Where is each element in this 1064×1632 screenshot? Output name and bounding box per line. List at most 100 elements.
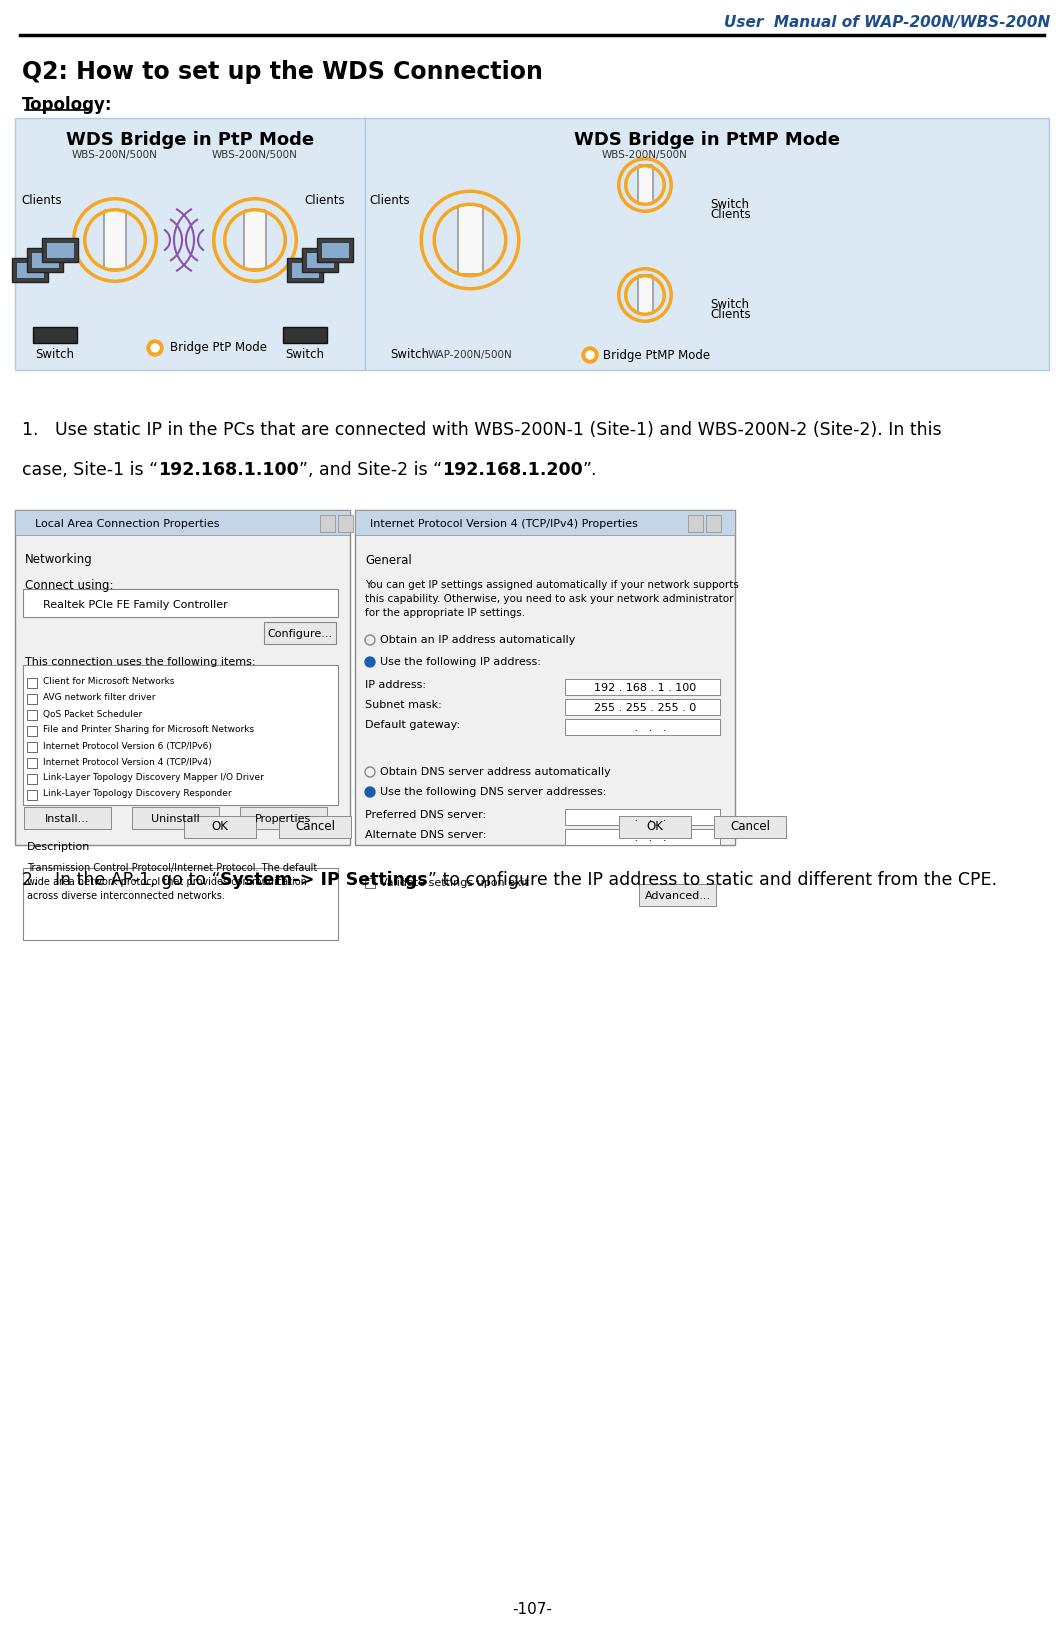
Text: Client for Microsoft Networks: Client for Microsoft Networks (43, 677, 174, 687)
Text: Validate settings upon exit: Validate settings upon exit (380, 878, 529, 888)
FancyBboxPatch shape (320, 516, 335, 532)
FancyBboxPatch shape (240, 806, 327, 829)
Text: System-> IP Settings: System-> IP Settings (220, 871, 428, 889)
FancyBboxPatch shape (15, 509, 350, 535)
Text: Networking: Networking (24, 553, 93, 566)
FancyBboxPatch shape (706, 516, 721, 532)
Text: Cancel: Cancel (730, 821, 770, 834)
Text: Clients: Clients (710, 209, 750, 222)
Circle shape (582, 348, 598, 362)
Text: General: General (365, 553, 412, 566)
Text: 1.   Use static IP in the PCs that are connected with WBS-200N-1 (Site-1) and WB: 1. Use static IP in the PCs that are con… (22, 421, 942, 439)
Text: WDS Bridge in PtP Mode: WDS Bridge in PtP Mode (66, 131, 314, 149)
Text: WDS Bridge in PtMP Mode: WDS Bridge in PtMP Mode (573, 131, 839, 149)
FancyBboxPatch shape (27, 694, 37, 703)
Text: Uninstall: Uninstall (151, 814, 199, 824)
Text: Use the following DNS server addresses:: Use the following DNS server addresses: (380, 787, 606, 796)
FancyBboxPatch shape (355, 509, 735, 845)
Text: Clients: Clients (21, 194, 63, 207)
Text: Preferred DNS server:: Preferred DNS server: (365, 809, 486, 819)
Text: Internet Protocol Version 4 (TCP/IPv4) Properties: Internet Protocol Version 4 (TCP/IPv4) P… (370, 519, 638, 529)
FancyBboxPatch shape (132, 806, 219, 829)
Text: Link-Layer Topology Discovery Responder: Link-Layer Topology Discovery Responder (43, 790, 232, 798)
FancyBboxPatch shape (365, 118, 1049, 370)
FancyBboxPatch shape (355, 509, 735, 535)
FancyBboxPatch shape (688, 516, 703, 532)
Circle shape (151, 344, 159, 353)
FancyBboxPatch shape (27, 743, 37, 752)
Text: 2.   In the AP-1, go to “: 2. In the AP-1, go to “ (22, 871, 220, 889)
Text: .   .   .: . . . (624, 813, 666, 823)
FancyBboxPatch shape (338, 516, 353, 532)
Text: Switch: Switch (390, 349, 430, 362)
FancyBboxPatch shape (27, 774, 37, 783)
Text: WBS-200N/500N: WBS-200N/500N (602, 150, 688, 160)
FancyBboxPatch shape (321, 242, 349, 258)
Text: Switch: Switch (710, 299, 749, 312)
FancyBboxPatch shape (638, 165, 653, 204)
FancyBboxPatch shape (458, 206, 483, 274)
Text: Bridge PtP Mode: Bridge PtP Mode (170, 341, 267, 354)
FancyBboxPatch shape (565, 809, 720, 826)
Text: Obtain DNS server address automatically: Obtain DNS server address automatically (380, 767, 611, 777)
FancyBboxPatch shape (264, 622, 336, 645)
Text: Realtek PCIe FE Family Controller: Realtek PCIe FE Family Controller (43, 601, 228, 610)
Text: Default gateway:: Default gateway: (365, 720, 460, 730)
FancyBboxPatch shape (23, 664, 338, 805)
Text: Description: Description (27, 842, 90, 852)
Text: Switch: Switch (35, 349, 74, 362)
Circle shape (147, 339, 163, 356)
FancyBboxPatch shape (15, 509, 350, 845)
FancyBboxPatch shape (31, 251, 59, 268)
FancyBboxPatch shape (279, 816, 351, 837)
Text: Bridge PtMP Mode: Bridge PtMP Mode (603, 349, 710, 362)
FancyBboxPatch shape (27, 248, 63, 273)
Text: Link-Layer Topology Discovery Mapper I/O Driver: Link-Layer Topology Discovery Mapper I/O… (43, 774, 264, 782)
Text: Internet Protocol Version 6 (TCP/IPv6): Internet Protocol Version 6 (TCP/IPv6) (43, 741, 212, 751)
Text: IP address:: IP address: (365, 681, 426, 690)
Circle shape (365, 658, 375, 667)
FancyBboxPatch shape (290, 263, 319, 277)
Text: File and Printer Sharing for Microsoft Networks: File and Printer Sharing for Microsoft N… (43, 726, 254, 734)
FancyBboxPatch shape (317, 238, 353, 263)
FancyBboxPatch shape (27, 677, 37, 689)
Text: Alternate DNS server:: Alternate DNS server: (365, 831, 486, 840)
FancyBboxPatch shape (302, 248, 338, 273)
Text: AVG network filter driver: AVG network filter driver (43, 694, 155, 702)
Text: WBS-200N/500N: WBS-200N/500N (72, 150, 157, 160)
FancyBboxPatch shape (27, 757, 37, 769)
Circle shape (365, 787, 375, 796)
FancyBboxPatch shape (283, 326, 327, 343)
FancyBboxPatch shape (23, 589, 338, 617)
Text: wide area network protocol that provides communication: wide area network protocol that provides… (27, 876, 306, 888)
FancyBboxPatch shape (184, 816, 256, 837)
Text: Advanced...: Advanced... (645, 891, 711, 901)
Text: Topology:: Topology: (22, 96, 113, 114)
Text: across diverse interconnected networks.: across diverse interconnected networks. (27, 891, 225, 901)
Circle shape (586, 351, 594, 359)
Text: OK: OK (647, 821, 664, 834)
Text: WAP-200N/500N: WAP-200N/500N (428, 349, 513, 361)
FancyBboxPatch shape (639, 885, 716, 906)
Text: 192 . 168 . 1 . 100: 192 . 168 . 1 . 100 (594, 684, 696, 694)
FancyBboxPatch shape (12, 258, 48, 282)
Text: WBS-200N/500N: WBS-200N/500N (212, 150, 298, 160)
FancyBboxPatch shape (565, 698, 720, 715)
Text: Switch: Switch (285, 349, 325, 362)
FancyBboxPatch shape (306, 251, 334, 268)
Text: You can get IP settings assigned automatically if your network supports: You can get IP settings assigned automat… (365, 579, 738, 591)
Text: ”.: ”. (583, 460, 597, 480)
FancyBboxPatch shape (244, 211, 266, 269)
FancyBboxPatch shape (23, 868, 338, 940)
Text: Use the following IP address:: Use the following IP address: (380, 658, 541, 667)
Text: Properties: Properties (255, 814, 311, 824)
FancyBboxPatch shape (565, 829, 720, 845)
FancyBboxPatch shape (565, 679, 720, 695)
FancyBboxPatch shape (15, 118, 365, 370)
FancyBboxPatch shape (33, 326, 77, 343)
FancyBboxPatch shape (46, 242, 74, 258)
FancyBboxPatch shape (27, 710, 37, 720)
FancyBboxPatch shape (565, 720, 720, 734)
Text: Clients: Clients (369, 194, 411, 207)
Text: -107-: -107- (512, 1603, 552, 1617)
